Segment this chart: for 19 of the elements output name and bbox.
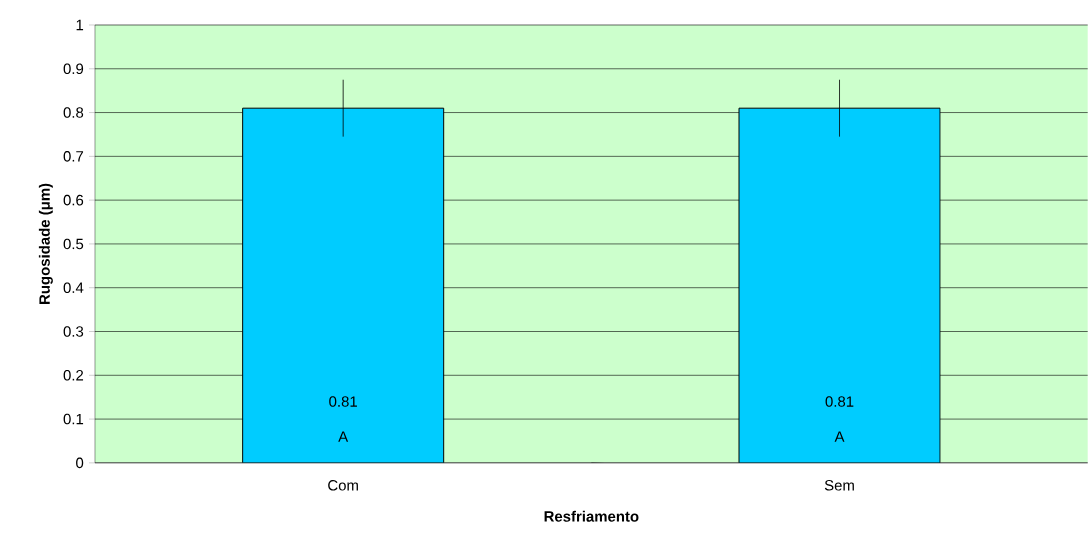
y-tick-label: 0.6	[63, 194, 84, 206]
y-tick-label: 0.7	[63, 151, 84, 162]
x-axis-title: Resfriamento	[544, 510, 639, 522]
y-tick-label: 0	[76, 457, 84, 469]
annotation: A	[338, 431, 349, 442]
y-axis-title: Rugosidade (μm)	[38, 183, 53, 305]
y-tick-label: 0.3	[63, 326, 84, 337]
x-tick-label: Com	[328, 480, 358, 491]
x-tick-label: Sem	[824, 480, 854, 491]
y-tick-label: 0.8	[63, 107, 84, 118]
annotation: A	[834, 431, 845, 442]
y-tick-label: 0.4	[63, 282, 84, 294]
y-tick-label: 0.9	[63, 63, 84, 75]
y-tick-label: 0.5	[63, 238, 84, 250]
y-tick-label: 0.2	[63, 370, 84, 381]
data-label: 0.81	[329, 396, 357, 407]
y-tick-label: 1	[76, 19, 84, 31]
data-label: 0.81	[825, 396, 854, 407]
y-tick-label: 0.1	[63, 413, 84, 425]
